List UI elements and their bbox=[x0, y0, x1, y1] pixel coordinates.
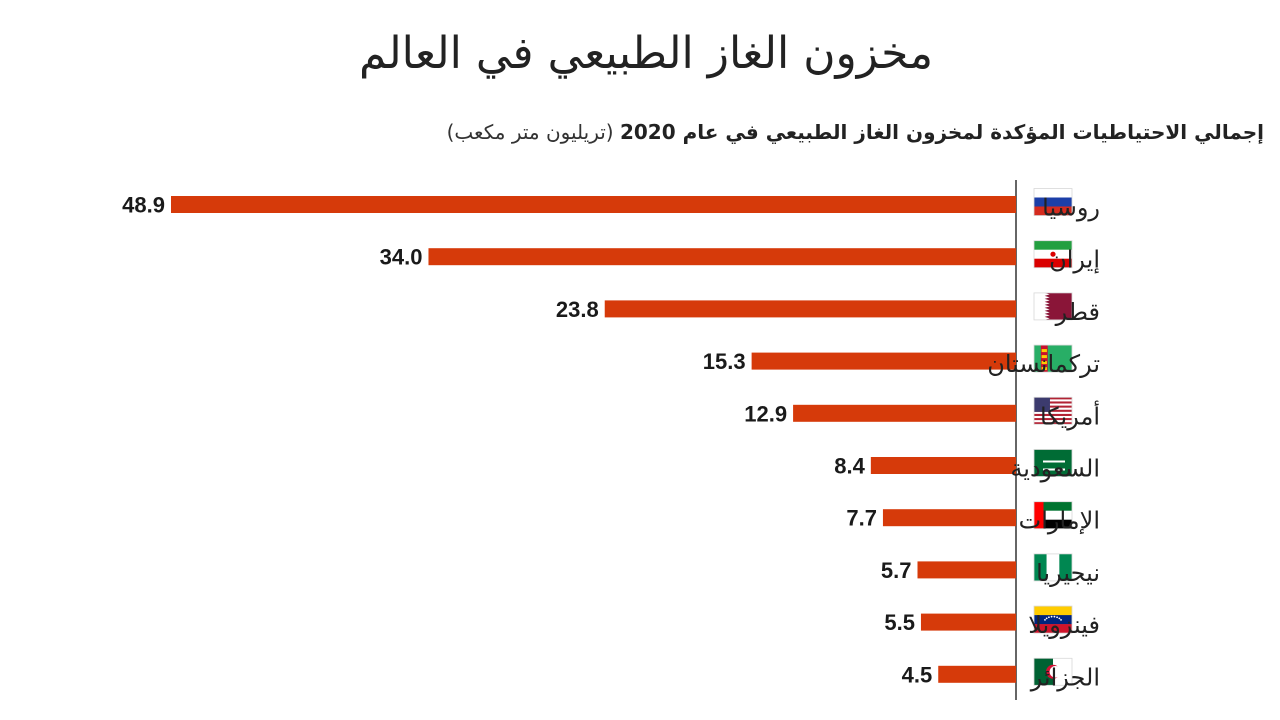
bar-value-label: 7.7 bbox=[846, 506, 877, 531]
usa-flag-icon bbox=[1033, 396, 1073, 425]
country-label: نيجيريا bbox=[1036, 559, 1100, 587]
bar bbox=[171, 196, 1016, 213]
chart-subtitle: إجمالي الاحتياطيات المؤكدة لمخزون الغاز … bbox=[447, 120, 1264, 144]
uae-flag-icon bbox=[1033, 501, 1073, 530]
country-label: فينزويلا bbox=[1028, 611, 1100, 639]
venezuela-flag-icon bbox=[1033, 605, 1073, 634]
bar bbox=[428, 248, 1016, 266]
bar bbox=[604, 300, 1016, 318]
bar bbox=[870, 457, 1016, 474]
bar-value-label: 23.8 bbox=[556, 297, 599, 322]
bar-value-label: 15.3 bbox=[703, 349, 746, 374]
nigeria-flag-icon bbox=[1033, 553, 1073, 582]
bar-value-label: 34.0 bbox=[380, 245, 423, 270]
algeria-flag-icon bbox=[1033, 657, 1073, 686]
bar-value-label: 5.7 bbox=[881, 558, 912, 583]
country-label: تركمانستان bbox=[987, 350, 1100, 378]
bar-value-label: 8.4 bbox=[834, 454, 865, 479]
country-label: إيران bbox=[1049, 246, 1100, 275]
bar bbox=[917, 561, 1016, 579]
turkmenistan-flag-icon bbox=[1033, 344, 1073, 373]
bar bbox=[920, 613, 1016, 631]
country-label: روسيا bbox=[1042, 194, 1100, 222]
country-label: قطر bbox=[1055, 298, 1100, 326]
russia-flag-icon bbox=[1033, 188, 1073, 216]
subtitle-unit: (تريليون متر مكعب) bbox=[446, 120, 614, 144]
bar bbox=[938, 665, 1016, 683]
qatar-flag-icon bbox=[1033, 292, 1073, 321]
bar bbox=[882, 509, 1016, 527]
bar bbox=[751, 352, 1016, 370]
country-label: السعودية bbox=[1010, 455, 1100, 483]
chart-title: مخزون الغاز الطبيعي في العالم bbox=[358, 28, 934, 79]
bar-value-label: 12.9 bbox=[744, 401, 787, 426]
country-label: الجزائر bbox=[1030, 663, 1100, 691]
bar bbox=[793, 404, 1016, 422]
country-label: أمريكا bbox=[1040, 400, 1100, 430]
bar-value-label: 4.5 bbox=[902, 662, 933, 687]
saudi-arabia-flag-icon bbox=[1033, 449, 1073, 477]
bar-value-label: 48.9 bbox=[122, 193, 165, 218]
iran-flag-icon bbox=[1033, 240, 1073, 269]
country-label: الإمارات bbox=[1019, 507, 1100, 535]
subtitle-text: إجمالي الاحتياطيات المؤكدة لمخزون الغاز … bbox=[619, 120, 1264, 144]
bar-value-label: 5.5 bbox=[884, 610, 915, 635]
